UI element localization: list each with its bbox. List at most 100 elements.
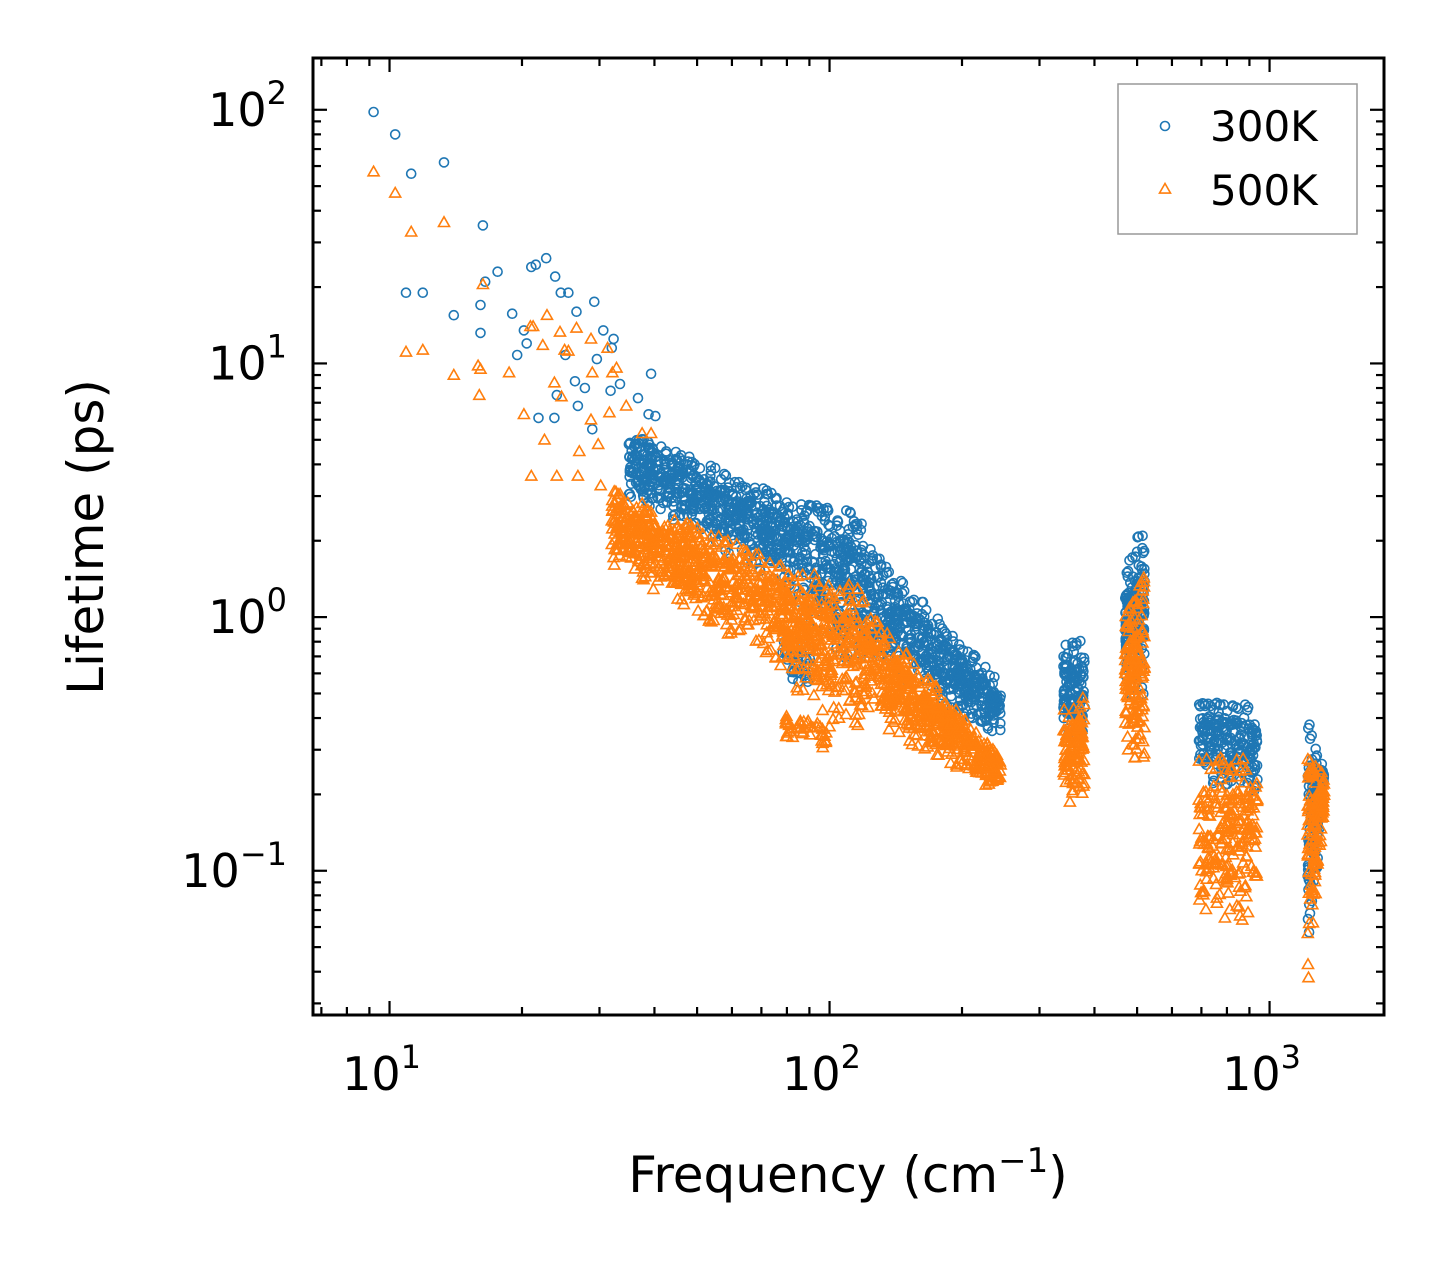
data-point-300k [715, 486, 726, 497]
data-point-500k [1061, 709, 1076, 723]
data-point-300k [964, 688, 976, 699]
data-point-500k [852, 707, 866, 720]
data-point-500k [894, 676, 909, 689]
data-point-300k [782, 532, 794, 544]
data-point-300k [475, 327, 486, 339]
data-point-500k [841, 581, 856, 595]
data-point-500k [700, 554, 714, 567]
data-point-500k [1219, 762, 1234, 775]
legend-marker [1158, 181, 1172, 194]
data-point-300k [1137, 547, 1149, 559]
data-point-500k [823, 647, 838, 660]
data-point-300k [849, 574, 861, 585]
data-point-500k [690, 574, 705, 588]
data-point-500k [826, 636, 841, 649]
data-point-500k [1065, 785, 1080, 798]
data-point-500k [833, 589, 847, 602]
data-point-500k [1302, 916, 1317, 929]
data-point-300k [645, 447, 656, 458]
data-point-300k [867, 550, 879, 561]
data-point-500k [842, 577, 856, 590]
data-point-500k [758, 584, 773, 598]
data-point-500k [631, 552, 646, 565]
data-point-500k [813, 636, 827, 649]
data-point-300k [892, 591, 904, 603]
data-point-300k [719, 484, 731, 496]
data-point-500k [890, 654, 905, 667]
data-point-500k [907, 656, 921, 669]
data-point-500k [902, 720, 916, 733]
data-point-500k [1073, 699, 1087, 712]
data-point-500k [1243, 780, 1258, 793]
data-point-300k [1242, 701, 1254, 713]
data-point-500k [557, 342, 572, 355]
data-point-500k [651, 528, 666, 541]
data-point-500k [864, 640, 878, 653]
data-point-300k [667, 469, 678, 481]
data-point-300k [647, 492, 659, 504]
data-point-500k [961, 733, 975, 746]
data-point-500k [793, 713, 808, 726]
data-point-500k [569, 320, 584, 333]
data-point-300k [1132, 531, 1143, 543]
data-point-500k [670, 557, 685, 570]
data-point-500k [815, 703, 830, 716]
data-point-500k [798, 670, 813, 683]
data-point-300k [836, 575, 847, 586]
data-point-300k [796, 504, 807, 516]
data-point-300k [1121, 589, 1133, 600]
data-point-300k [1213, 714, 1225, 725]
data-point-500k [792, 660, 806, 673]
data-point-500k [1068, 764, 1083, 777]
data-point-500k [864, 621, 879, 634]
data-point-500k [1134, 608, 1149, 621]
data-point-300k [898, 585, 910, 597]
data-point-500k [954, 720, 969, 733]
data-point-500k [825, 679, 839, 692]
data-point-500k [954, 751, 969, 765]
data-point-300k [699, 503, 710, 515]
data-point-300k [1194, 700, 1206, 712]
y-axis-label: Lifetime (ps) [57, 379, 115, 695]
data-point-300k [855, 524, 867, 536]
data-point-500k [1199, 902, 1213, 915]
data-point-300k [834, 525, 846, 537]
data-point-500k [750, 587, 765, 600]
data-point-500k [1241, 905, 1255, 918]
data-point-300k [597, 325, 609, 336]
data-point-300k [614, 378, 626, 390]
data-point-500k [918, 707, 933, 720]
data-point-300k [643, 408, 654, 420]
data-point-300k [989, 671, 1000, 683]
data-point-500k [1119, 705, 1134, 718]
data-point-500k [1134, 575, 1149, 588]
data-point-500k [741, 617, 756, 630]
data-point-300k [709, 462, 721, 474]
data-point-500k [1233, 763, 1248, 776]
data-point-300k [784, 546, 795, 558]
data-point-300k [818, 503, 829, 515]
data-point-500k [800, 612, 815, 625]
data-point-300k [936, 635, 948, 647]
data-point-500k [757, 606, 772, 619]
data-point-500k [782, 600, 796, 613]
data-point-300k [985, 691, 997, 703]
data-point-500k [1075, 766, 1090, 779]
data-point-300k [729, 476, 741, 488]
data-point-300k [872, 591, 883, 603]
data-point-500k [1303, 753, 1317, 766]
data-point-500k [1121, 679, 1135, 692]
data-point-300k [883, 566, 895, 578]
data-point-500k [646, 565, 660, 578]
data-point-500k [937, 708, 952, 722]
data-point-300k [533, 412, 544, 424]
data-point-300k [892, 588, 904, 599]
data-point-500k [764, 590, 779, 603]
data-point-500k [950, 731, 965, 744]
data-point-300k [761, 485, 773, 496]
data-point-500k [960, 728, 974, 741]
data-point-300k [555, 287, 567, 299]
data-point-300k [967, 652, 979, 664]
data-point-500k [1210, 895, 1224, 909]
data-point-500k [795, 639, 810, 652]
